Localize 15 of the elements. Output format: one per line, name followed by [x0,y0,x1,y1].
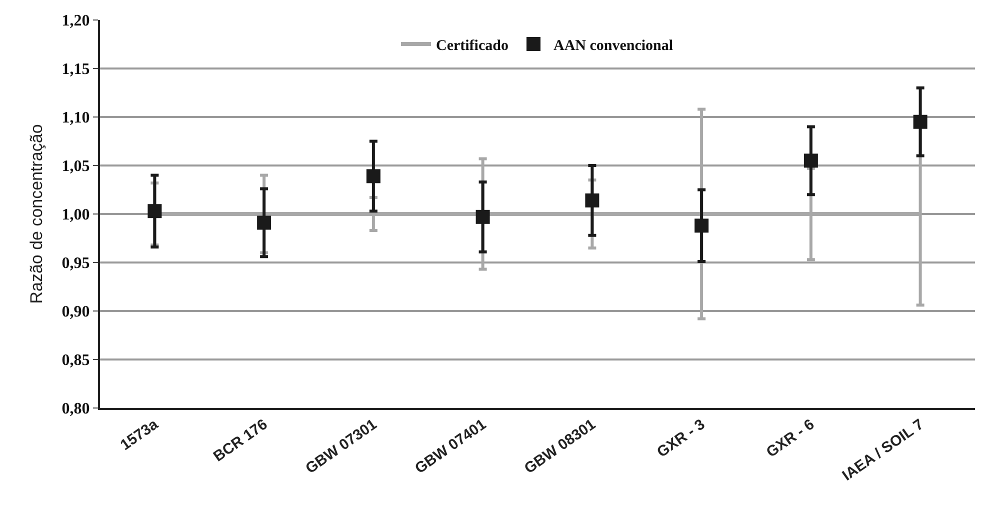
x-tick-label: BCR 176 [210,416,271,466]
y-tick-label: 1,15 [62,61,90,78]
y-tick-label: 0,90 [62,304,90,321]
x-tick-label: GXR - 6 [763,416,818,461]
y-axis-title: Razão de concentração [26,124,46,304]
y-tick-label: 1,20 [62,12,90,30]
x-tick-label: GXR - 3 [654,416,708,461]
legend-label: AAN convencional [553,38,674,54]
y-tick-label: 0,80 [62,400,90,418]
legend-label: Certificado [436,38,508,54]
y-tick-label: 1,05 [62,158,90,176]
y-tick-label: 0,85 [62,352,90,370]
y-tick-label: 0,95 [62,255,90,272]
y-tick-label: 1,10 [62,110,90,127]
y-tick-label: 1,00 [62,206,90,224]
